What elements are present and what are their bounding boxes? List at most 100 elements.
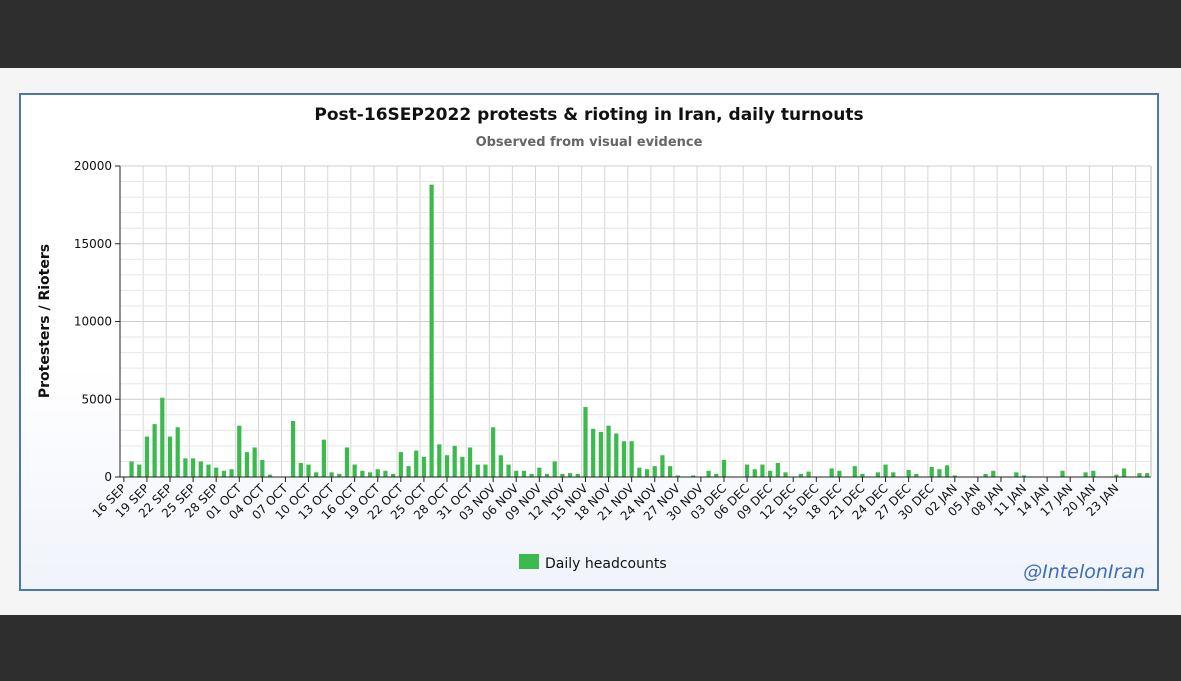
- bar[interactable]: [467, 447, 473, 477]
- bar[interactable]: [298, 463, 303, 477]
- bar[interactable]: [567, 473, 573, 477]
- bar[interactable]: [744, 464, 750, 477]
- bar[interactable]: [606, 425, 611, 477]
- bar[interactable]: [852, 466, 857, 477]
- bar[interactable]: [691, 475, 696, 477]
- bar[interactable]: [183, 458, 188, 477]
- bar[interactable]: [483, 464, 488, 477]
- bar[interactable]: [944, 465, 950, 477]
- bar[interactable]: [129, 461, 134, 477]
- bar[interactable]: [668, 466, 673, 477]
- bar[interactable]: [875, 472, 880, 477]
- bar[interactable]: [829, 468, 834, 477]
- bar[interactable]: [1014, 472, 1019, 477]
- bar[interactable]: [675, 475, 680, 477]
- bar[interactable]: [414, 450, 419, 477]
- bar[interactable]: [160, 397, 165, 477]
- bar[interactable]: [267, 474, 273, 477]
- bar[interactable]: [798, 473, 804, 477]
- bar[interactable]: [506, 464, 511, 477]
- bar[interactable]: [652, 466, 657, 477]
- bar[interactable]: [837, 470, 842, 477]
- bar[interactable]: [598, 431, 603, 477]
- bar[interactable]: [860, 473, 865, 477]
- bar[interactable]: [891, 472, 896, 477]
- bar[interactable]: [167, 436, 173, 477]
- bar[interactable]: [952, 475, 957, 477]
- bar[interactable]: [306, 464, 311, 477]
- bar[interactable]: [583, 407, 588, 477]
- bar[interactable]: [991, 470, 996, 477]
- bar[interactable]: [206, 464, 211, 477]
- bar[interactable]: [514, 470, 519, 477]
- bar[interactable]: [768, 470, 773, 477]
- bar[interactable]: [914, 473, 919, 477]
- bar[interactable]: [237, 425, 242, 477]
- bar[interactable]: [260, 459, 265, 477]
- bar[interactable]: [391, 473, 396, 477]
- bar[interactable]: [137, 464, 142, 477]
- bar[interactable]: [190, 458, 196, 477]
- bar[interactable]: [244, 452, 250, 477]
- bar[interactable]: [721, 459, 727, 477]
- bar[interactable]: [760, 464, 765, 477]
- bar[interactable]: [314, 472, 319, 477]
- bar[interactable]: [421, 456, 427, 477]
- bar[interactable]: [444, 455, 450, 477]
- bar[interactable]: [144, 436, 150, 477]
- bar[interactable]: [152, 424, 157, 477]
- bar[interactable]: [806, 471, 811, 477]
- bar[interactable]: [229, 469, 234, 477]
- bar[interactable]: [537, 467, 542, 477]
- bar[interactable]: [521, 470, 527, 477]
- bar[interactable]: [214, 467, 219, 477]
- bar[interactable]: [629, 441, 634, 477]
- bar[interactable]: [198, 461, 203, 477]
- bar[interactable]: [906, 470, 911, 477]
- bar[interactable]: [644, 469, 650, 477]
- bar[interactable]: [983, 473, 988, 477]
- bar[interactable]: [752, 469, 757, 477]
- bar[interactable]: [1114, 474, 1119, 477]
- bar[interactable]: [344, 447, 350, 477]
- bar[interactable]: [552, 461, 557, 477]
- bar[interactable]: [1137, 473, 1142, 477]
- bar[interactable]: [452, 445, 457, 477]
- bar[interactable]: [383, 470, 388, 477]
- bar[interactable]: [290, 421, 296, 477]
- bar[interactable]: [429, 184, 434, 477]
- bar[interactable]: [783, 472, 788, 477]
- bar[interactable]: [660, 455, 665, 477]
- bar[interactable]: [560, 473, 565, 477]
- bar[interactable]: [360, 470, 365, 477]
- bar[interactable]: [714, 473, 719, 477]
- bar[interactable]: [614, 433, 619, 477]
- bar[interactable]: [498, 455, 503, 477]
- bar[interactable]: [1145, 473, 1150, 477]
- bar[interactable]: [375, 469, 380, 477]
- bar[interactable]: [1021, 475, 1027, 477]
- bar[interactable]: [437, 444, 442, 477]
- bar[interactable]: [575, 473, 580, 477]
- bar[interactable]: [1083, 472, 1088, 477]
- bar[interactable]: [352, 464, 357, 477]
- bar[interactable]: [475, 464, 480, 477]
- bar[interactable]: [337, 473, 342, 477]
- bar[interactable]: [406, 466, 411, 477]
- bar[interactable]: [529, 473, 534, 477]
- bar[interactable]: [491, 427, 496, 477]
- bar[interactable]: [1121, 468, 1127, 477]
- bar[interactable]: [1091, 470, 1096, 477]
- bar[interactable]: [883, 464, 888, 477]
- bar[interactable]: [706, 470, 711, 477]
- bar[interactable]: [398, 452, 403, 477]
- legend[interactable]: Daily headcounts: [519, 554, 667, 572]
- bar[interactable]: [929, 466, 934, 477]
- bar[interactable]: [175, 427, 180, 477]
- bar[interactable]: [544, 473, 550, 477]
- bar[interactable]: [460, 456, 465, 477]
- bar[interactable]: [937, 469, 942, 477]
- bar[interactable]: [221, 470, 226, 477]
- bar[interactable]: [775, 463, 780, 477]
- bar[interactable]: [252, 447, 257, 477]
